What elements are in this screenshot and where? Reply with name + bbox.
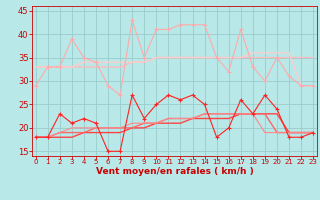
X-axis label: Vent moyen/en rafales ( km/h ): Vent moyen/en rafales ( km/h ) <box>96 167 253 176</box>
